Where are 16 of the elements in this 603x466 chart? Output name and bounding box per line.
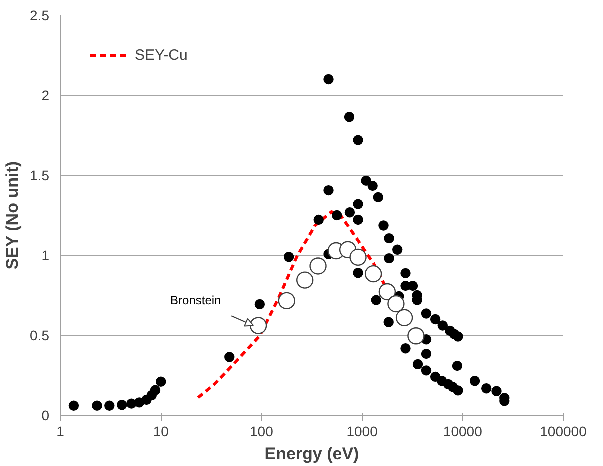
y-axis-title: SEY (No unit) <box>3 162 22 270</box>
annotation: Bronstein <box>170 294 222 308</box>
y-tick-label: 0.5 <box>30 328 50 344</box>
y-tick-label: 1 <box>42 248 50 264</box>
x-tick-label: 1000 <box>346 424 378 440</box>
x-axis-title: Energy (eV) <box>264 444 360 464</box>
x-tick-label: 10 <box>153 424 170 440</box>
y-tick-label: 0 <box>42 408 50 424</box>
x-tick-label: 1 <box>56 424 65 440</box>
y-tick-label: 2 <box>42 88 50 104</box>
y-tick-label: 2.5 <box>30 8 50 24</box>
y-tick-label: 1.5 <box>30 168 50 184</box>
x-tick-label: 10000 <box>443 424 483 440</box>
x-tick-label: 100000 <box>540 424 588 440</box>
legend-label: SEY-Cu <box>135 46 188 64</box>
x-tick-label: 100 <box>250 424 274 440</box>
